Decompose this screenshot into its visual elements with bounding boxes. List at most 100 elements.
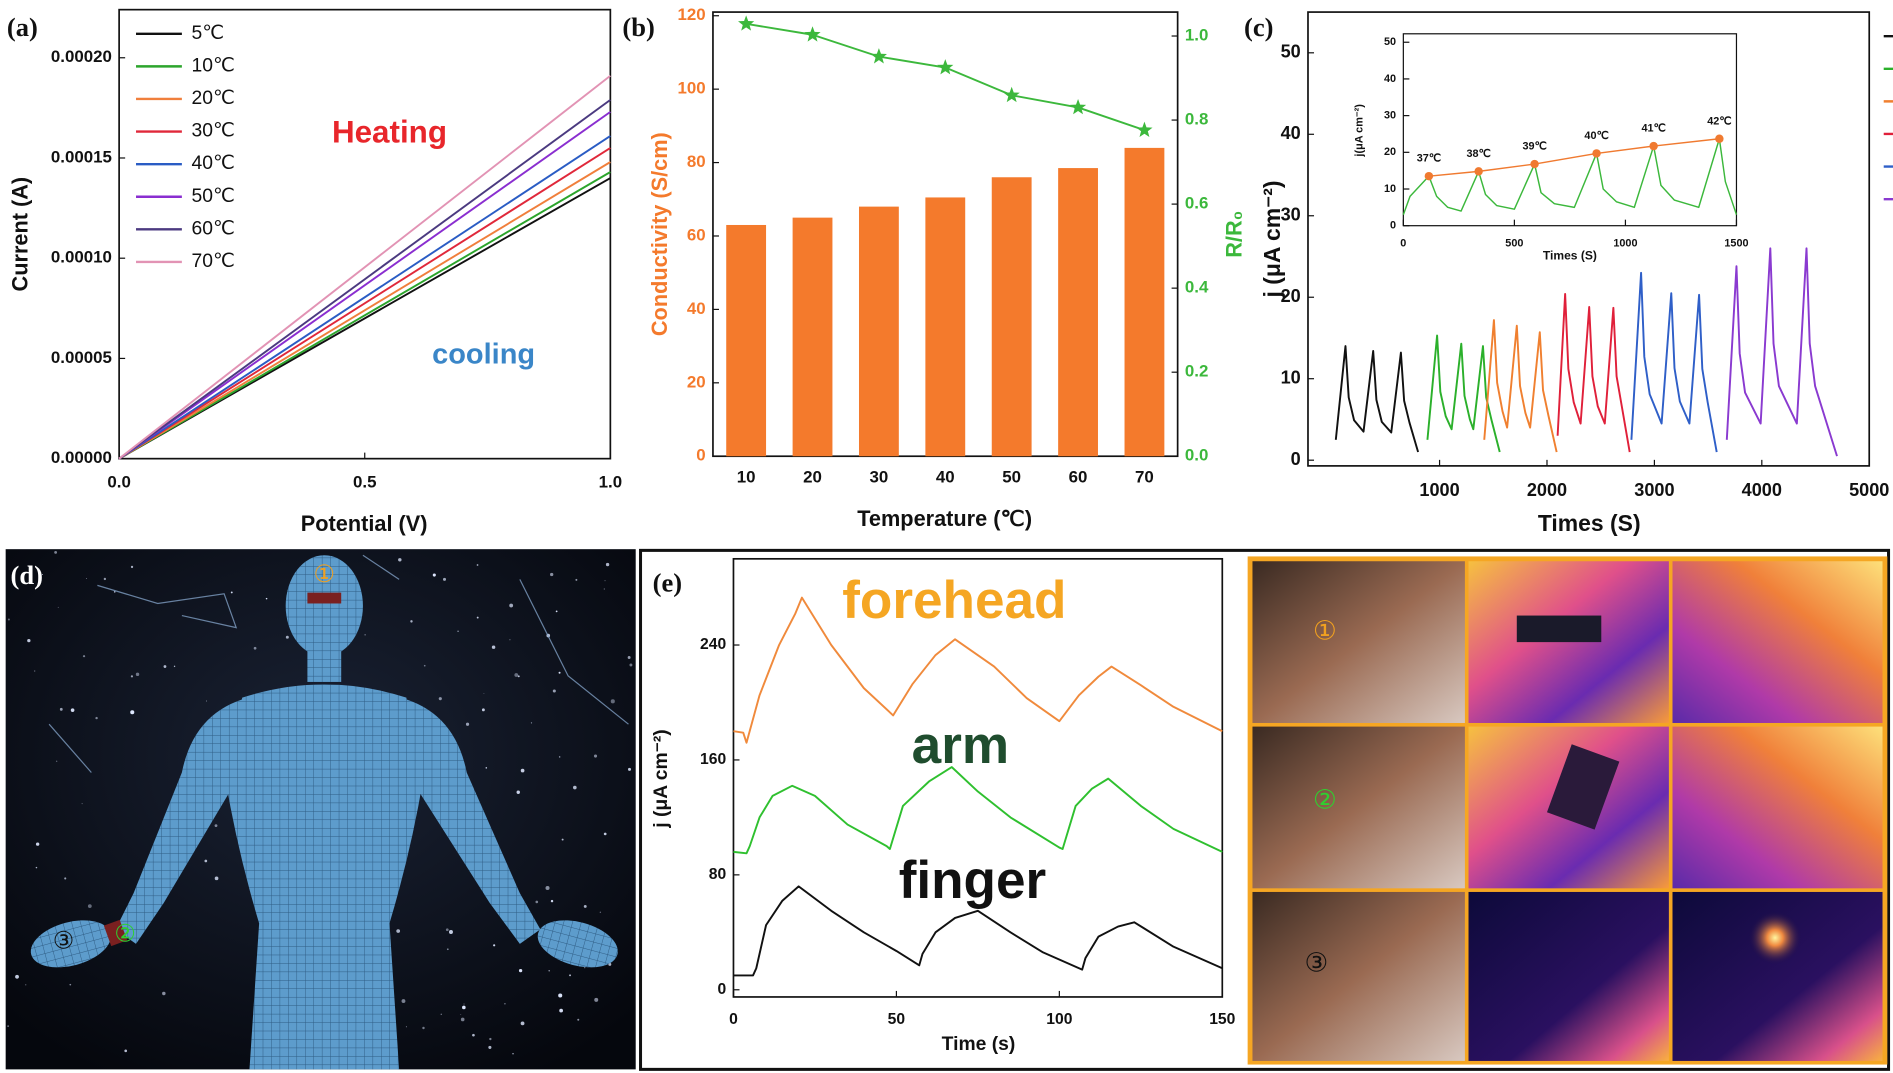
y-tick-label: 80 — [687, 152, 706, 171]
line — [1556, 293, 1631, 453]
site-marker: ② — [114, 920, 136, 947]
sensor-shadow — [1546, 744, 1620, 830]
legend-label: 60℃ — [192, 218, 235, 239]
star — [442, 577, 447, 581]
star — [69, 983, 72, 986]
x-axis-label: Potential (V) — [301, 511, 428, 536]
line — [1402, 138, 1738, 215]
x-tick-label: 3000 — [1634, 480, 1674, 500]
site-marker: ③ — [1305, 948, 1329, 978]
x-tick-label: 40 — [936, 467, 955, 486]
star-marker — [1003, 86, 1020, 103]
y-axis-label: j (μA cm⁻²) — [651, 729, 672, 828]
star — [27, 638, 31, 643]
star — [476, 564, 479, 566]
star — [398, 558, 402, 562]
star — [550, 572, 554, 577]
photo-grid: ① ② ③ — [1247, 556, 1888, 1065]
human-model — [30, 555, 618, 1070]
line — [118, 99, 611, 460]
bar — [925, 197, 966, 457]
sensor-shadow — [1516, 615, 1602, 643]
star — [530, 722, 533, 724]
y-tick-label: 80 — [709, 866, 727, 883]
y-tick-label: 50 — [1281, 42, 1301, 62]
star — [410, 620, 413, 623]
right-hand — [537, 920, 618, 968]
star — [41, 573, 43, 575]
photo — [1252, 561, 1465, 723]
y-tick-label: 0.00020 — [51, 47, 112, 66]
y-tick-label: 120 — [678, 5, 706, 24]
star — [628, 767, 632, 771]
star — [575, 578, 578, 581]
star — [485, 767, 488, 769]
wrist-sensor — [103, 919, 128, 947]
plot-frame — [118, 8, 612, 460]
star — [54, 550, 58, 554]
star — [509, 603, 514, 608]
star — [7, 618, 10, 621]
y2-tick-label: 1.0 — [1185, 25, 1208, 44]
x-tick-label: 60 — [1069, 467, 1088, 486]
star — [135, 672, 140, 677]
star — [86, 578, 87, 579]
y-tick-label: 10 — [1281, 367, 1301, 387]
star — [445, 928, 449, 932]
x-tick-label: 10 — [737, 467, 756, 486]
x-tick-label: 1000 — [1419, 480, 1459, 500]
y-tick-label: 240 — [700, 636, 726, 653]
star — [476, 616, 479, 619]
panel-e-border — [639, 548, 1891, 1071]
star — [364, 634, 366, 636]
point-label: 42℃ — [1707, 115, 1731, 127]
star — [163, 665, 167, 668]
star-marker — [1069, 98, 1087, 115]
point-marker — [1649, 141, 1658, 151]
y-tick-label: 40 — [1384, 73, 1396, 85]
y-tick-label: 0.00015 — [51, 147, 112, 166]
head — [285, 555, 363, 657]
star — [462, 1005, 466, 1010]
star — [489, 1037, 492, 1041]
star — [605, 562, 610, 567]
line — [118, 171, 611, 460]
y-tick-label: 30 — [1384, 109, 1396, 121]
line — [733, 885, 1223, 977]
x-tick-label: 1.0 — [599, 472, 622, 491]
y-tick-label: 100 — [678, 79, 706, 98]
star — [396, 929, 401, 933]
y2-tick-label: 0.2 — [1185, 362, 1208, 381]
star — [81, 803, 83, 805]
star — [446, 948, 449, 951]
star — [214, 876, 219, 881]
star — [59, 707, 63, 711]
x-tick-label: 0.5 — [353, 472, 376, 491]
point-label: 40℃ — [1584, 130, 1608, 142]
star — [285, 635, 289, 639]
star — [401, 999, 406, 1004]
star — [603, 832, 607, 836]
star — [493, 944, 496, 947]
star — [173, 665, 176, 668]
star — [70, 708, 75, 712]
star — [422, 1026, 425, 1030]
legend-label: 20℃ — [192, 88, 235, 109]
y-axis-label: j (μA cm⁻²) — [1259, 180, 1285, 298]
star — [432, 573, 436, 577]
star — [555, 610, 558, 613]
x-tick-label: 0 — [729, 1011, 738, 1028]
point-label: 38℃ — [1466, 148, 1490, 160]
forehead-sensor — [307, 592, 342, 604]
annotation: cooling — [432, 338, 535, 370]
thermal-image — [1468, 891, 1669, 1061]
y-tick-label: 40 — [1281, 123, 1301, 143]
x-tick-label: 70 — [1135, 467, 1154, 486]
star — [604, 580, 606, 582]
site-marker: ① — [313, 561, 335, 588]
panel-label: (d) — [10, 560, 42, 590]
star — [440, 1013, 442, 1015]
panel-label: (e) — [653, 567, 682, 597]
site-marker: ① — [1313, 616, 1337, 646]
